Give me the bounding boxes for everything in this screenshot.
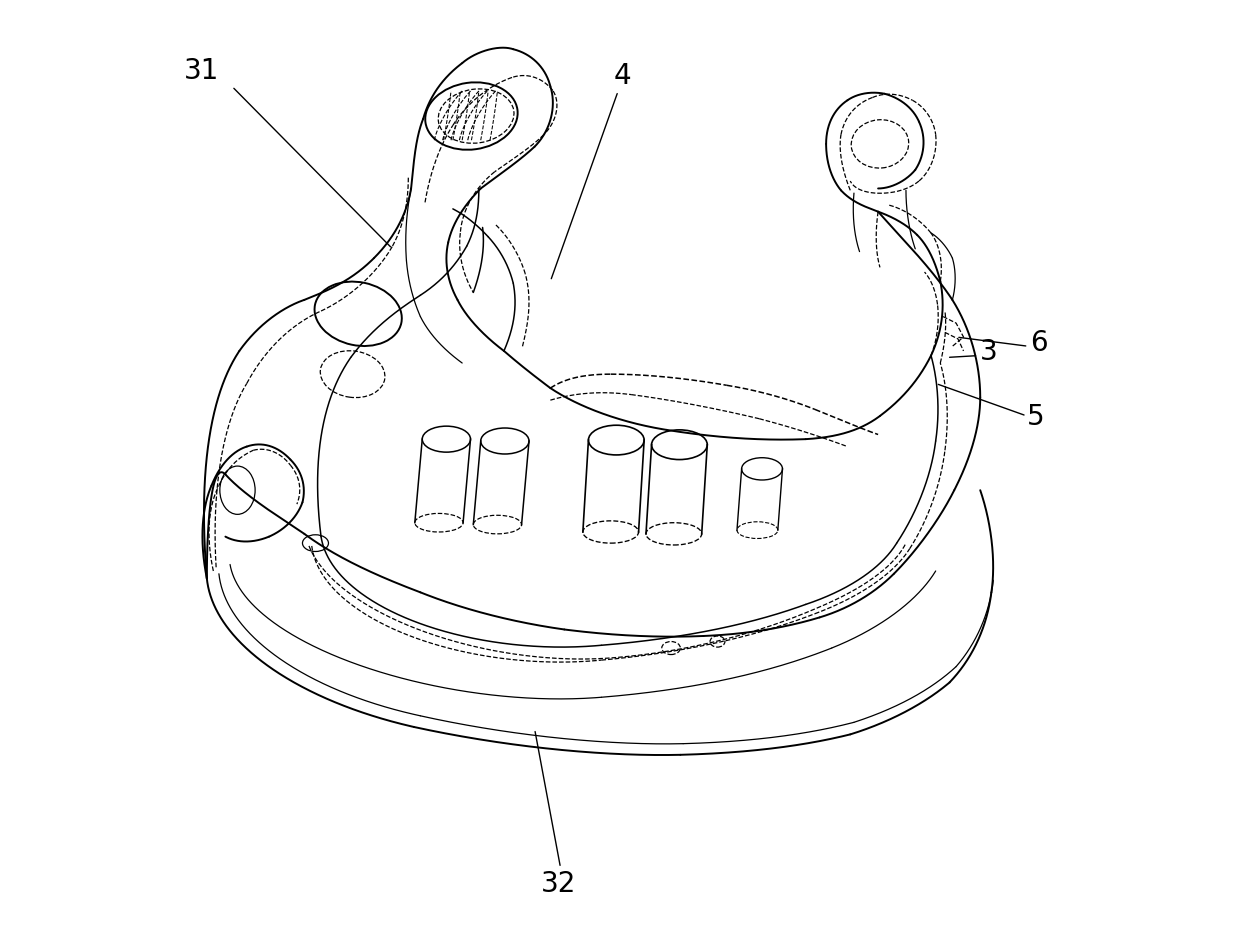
Text: 5: 5 [1027, 403, 1044, 432]
Text: 3: 3 [981, 338, 998, 366]
Text: 31: 31 [184, 57, 219, 85]
Text: 4: 4 [614, 63, 631, 91]
Text: 32: 32 [541, 870, 577, 899]
Text: 6: 6 [1030, 329, 1048, 357]
